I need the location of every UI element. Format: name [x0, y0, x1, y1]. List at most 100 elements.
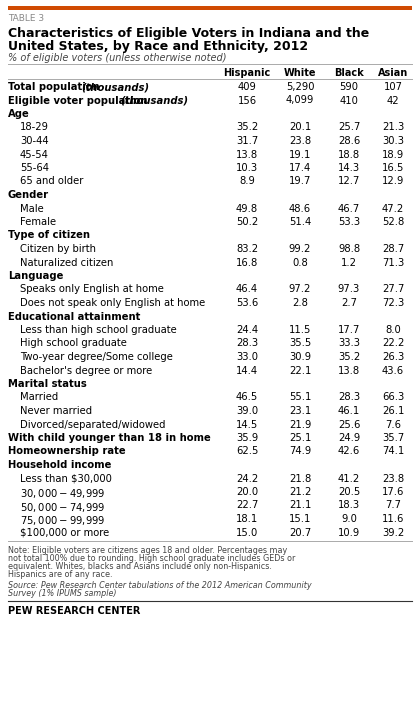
Text: Does not speak only English at home: Does not speak only English at home [20, 298, 205, 308]
Text: Note: Eligible voters are citizens ages 18 and older. Percentages may: Note: Eligible voters are citizens ages … [8, 546, 287, 555]
Text: Female: Female [20, 217, 56, 227]
Text: 71.3: 71.3 [382, 258, 404, 268]
Text: 83.2: 83.2 [236, 244, 258, 254]
Text: 5,290: 5,290 [286, 82, 314, 92]
Text: Married: Married [20, 392, 58, 402]
Text: 107: 107 [383, 82, 402, 92]
Text: 18.3: 18.3 [338, 501, 360, 511]
Text: 28.3: 28.3 [338, 392, 360, 402]
Text: 24.2: 24.2 [236, 473, 258, 483]
Text: 35.2: 35.2 [236, 122, 258, 132]
Bar [8, 6, 412, 10]
Text: 41.2: 41.2 [338, 473, 360, 483]
Text: Language: Language [8, 271, 63, 281]
Text: 26.1: 26.1 [382, 406, 404, 416]
Text: Less than high school graduate: Less than high school graduate [20, 325, 177, 335]
Text: 45-54: 45-54 [20, 150, 49, 159]
Text: 28.7: 28.7 [382, 244, 404, 254]
Text: $50,000-$74,999: $50,000-$74,999 [20, 501, 105, 513]
Text: 2.7: 2.7 [341, 298, 357, 308]
Text: 590: 590 [339, 82, 359, 92]
Text: Characteristics of Eligible Voters in Indiana and the: Characteristics of Eligible Voters in In… [8, 27, 369, 40]
Text: Hispanic: Hispanic [223, 68, 270, 78]
Text: 13.8: 13.8 [338, 365, 360, 375]
Text: 30-44: 30-44 [20, 136, 49, 146]
Text: 20.0: 20.0 [236, 487, 258, 497]
Text: 97.3: 97.3 [338, 285, 360, 295]
Text: 8.0: 8.0 [385, 325, 401, 335]
Text: 23.8: 23.8 [382, 473, 404, 483]
Text: 18-29: 18-29 [20, 122, 49, 132]
Text: 410: 410 [339, 95, 358, 105]
Text: 47.2: 47.2 [382, 204, 404, 214]
Text: 53.3: 53.3 [338, 217, 360, 227]
Text: High school graduate: High school graduate [20, 338, 127, 348]
Text: 51.4: 51.4 [289, 217, 311, 227]
Text: Never married: Never married [20, 406, 92, 416]
Text: Eligible voter population: Eligible voter population [8, 95, 151, 105]
Text: 74.1: 74.1 [382, 446, 404, 456]
Text: 55-64: 55-64 [20, 163, 49, 173]
Text: 16.8: 16.8 [236, 258, 258, 268]
Text: equivalent. Whites, blacks and Asians include only non-Hispanics.: equivalent. Whites, blacks and Asians in… [8, 562, 272, 571]
Text: 23.1: 23.1 [289, 406, 311, 416]
Text: 2.8: 2.8 [292, 298, 308, 308]
Text: 11.6: 11.6 [382, 514, 404, 524]
Text: United States, by Race and Ethnicity, 2012: United States, by Race and Ethnicity, 20… [8, 40, 308, 53]
Text: 7.7: 7.7 [385, 501, 401, 511]
Text: 97.2: 97.2 [289, 285, 311, 295]
Text: 14.5: 14.5 [236, 419, 258, 429]
Text: 7.6: 7.6 [385, 419, 401, 429]
Text: Black: Black [334, 68, 364, 78]
Text: 46.5: 46.5 [236, 392, 258, 402]
Text: 18.8: 18.8 [338, 150, 360, 159]
Text: Male: Male [20, 204, 44, 214]
Text: 20.5: 20.5 [338, 487, 360, 497]
Text: (thousands): (thousands) [120, 95, 188, 105]
Text: 72.3: 72.3 [382, 298, 404, 308]
Text: 20.7: 20.7 [289, 528, 311, 538]
Text: Citizen by birth: Citizen by birth [20, 244, 96, 254]
Text: Naturalized citizen: Naturalized citizen [20, 258, 113, 268]
Text: Two-year degree/Some college: Two-year degree/Some college [20, 352, 173, 362]
Text: (thousands): (thousands) [81, 82, 149, 92]
Text: Source: Pew Research Center tabulations of the 2012 American Community: Source: Pew Research Center tabulations … [8, 581, 312, 590]
Text: Asian: Asian [378, 68, 408, 78]
Text: 46.4: 46.4 [236, 285, 258, 295]
Text: 21.3: 21.3 [382, 122, 404, 132]
Text: 33.3: 33.3 [338, 338, 360, 348]
Text: 50.2: 50.2 [236, 217, 258, 227]
Text: 33.0: 33.0 [236, 352, 258, 362]
Text: 14.3: 14.3 [338, 163, 360, 173]
Text: 26.3: 26.3 [382, 352, 404, 362]
Text: 4,099: 4,099 [286, 95, 314, 105]
Text: TABLE 3: TABLE 3 [8, 14, 44, 23]
Text: 15.0: 15.0 [236, 528, 258, 538]
Text: Homeownership rate: Homeownership rate [8, 446, 126, 456]
Text: 42: 42 [387, 95, 399, 105]
Text: 35.2: 35.2 [338, 352, 360, 362]
Text: 0.8: 0.8 [292, 258, 308, 268]
Text: 25.1: 25.1 [289, 433, 311, 443]
Text: Total population: Total population [8, 82, 103, 92]
Text: % of eligible voters (unless otherwise noted): % of eligible voters (unless otherwise n… [8, 53, 226, 63]
Text: 27.7: 27.7 [382, 285, 404, 295]
Text: $100,000 or more: $100,000 or more [20, 528, 109, 538]
Text: 52.8: 52.8 [382, 217, 404, 227]
Text: Divorced/separated/widowed: Divorced/separated/widowed [20, 419, 165, 429]
Text: $75,000-$99,999: $75,000-$99,999 [20, 514, 105, 527]
Text: 21.1: 21.1 [289, 501, 311, 511]
Text: 35.7: 35.7 [382, 433, 404, 443]
Text: Bachelor's degree or more: Bachelor's degree or more [20, 365, 152, 375]
Text: Type of citizen: Type of citizen [8, 231, 90, 241]
Text: 49.8: 49.8 [236, 204, 258, 214]
Text: 46.7: 46.7 [338, 204, 360, 214]
Text: 17.7: 17.7 [338, 325, 360, 335]
Text: 65 and older: 65 and older [20, 177, 84, 187]
Text: 98.8: 98.8 [338, 244, 360, 254]
Text: 17.6: 17.6 [382, 487, 404, 497]
Text: 11.5: 11.5 [289, 325, 311, 335]
Text: 39.0: 39.0 [236, 406, 258, 416]
Text: 24.9: 24.9 [338, 433, 360, 443]
Text: 10.3: 10.3 [236, 163, 258, 173]
